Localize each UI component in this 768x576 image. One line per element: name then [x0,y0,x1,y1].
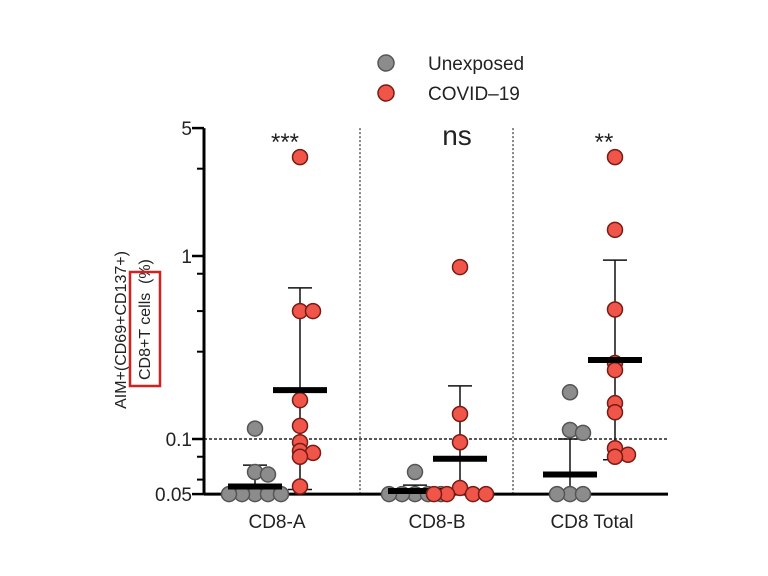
data-point-covid [606,148,624,166]
legend-label-covid: COVID–19 [428,84,520,105]
data-point-covid [477,485,495,503]
data-point-covid [291,448,309,465]
data-point-covid [291,148,309,166]
x-category-label: CD8-B [408,512,465,533]
data-point-covid [291,417,309,435]
y-axis-title-line2: CD8+T cells (%) [137,259,154,380]
significance-label: ns [442,120,472,151]
y-axis-title-line1: AIM+(CD69+CD137+) [113,251,130,409]
data-point-covid [291,391,309,409]
data-point-covid [606,448,624,465]
data-point-unexposed [246,420,264,437]
data-point-covid [451,433,469,451]
data-point-covid [425,485,443,503]
y-tick-label: 0.05 [155,485,192,506]
data-point-covid [606,404,624,421]
data-point-unexposed [259,466,277,483]
legend-marker-unexposed [377,54,395,72]
y-axis-title: AIM+(CD69+CD137+) [113,251,130,409]
data-point-covid [606,221,624,239]
legend-label-unexposed: Unexposed [428,54,524,75]
x-category-label: CD8 Total [550,512,633,533]
marks [220,148,642,503]
data-point-covid [451,258,469,276]
data-point-covid [291,478,309,495]
data-point-unexposed [548,485,566,503]
y-tick-label: 1 [181,247,192,268]
data-point-covid [451,405,469,423]
data-point-unexposed [561,384,579,401]
data-point-unexposed [406,463,424,481]
x-category-label: CD8-A [248,512,305,533]
highlight-box [128,270,162,388]
data-point-covid [606,301,624,318]
data-point-unexposed [574,485,592,503]
significance-label: ** [595,129,614,156]
y-axis-title-boxed: CD8+T cells [137,293,154,380]
legend-marker-covid [377,84,395,102]
data-point-unexposed [574,424,592,442]
y-tick-label: 5 [181,119,192,140]
data-point-covid [606,361,624,379]
y-tick-label: 0.1 [166,430,192,451]
data-point-covid [304,302,322,320]
legend: Unexposed COVID–19 [377,54,524,105]
